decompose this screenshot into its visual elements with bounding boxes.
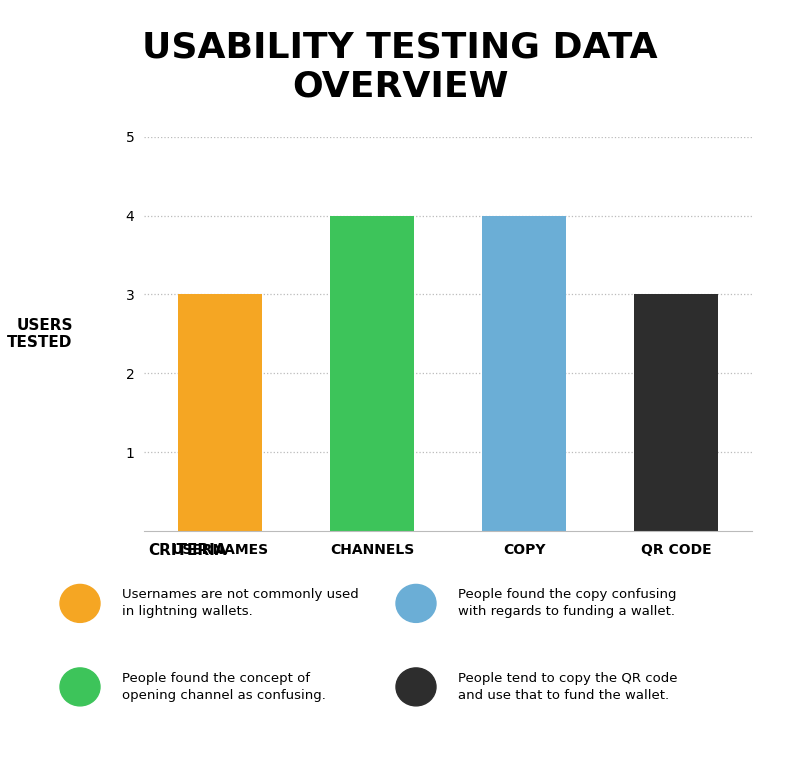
Text: CRITERIA: CRITERIA bbox=[148, 543, 226, 558]
Text: USABILITY TESTING DATA
OVERVIEW: USABILITY TESTING DATA OVERVIEW bbox=[142, 30, 658, 104]
Bar bbox=[482, 216, 566, 531]
Bar bbox=[634, 294, 718, 531]
Text: People found the concept of
opening channel as confusing.: People found the concept of opening chan… bbox=[122, 672, 326, 702]
Y-axis label: USERS
TESTED: USERS TESTED bbox=[7, 318, 73, 350]
Text: People found the copy confusing
with regards to funding a wallet.: People found the copy confusing with reg… bbox=[458, 588, 676, 619]
Bar bbox=[330, 216, 414, 531]
Bar bbox=[178, 294, 262, 531]
Text: Usernames are not commonly used
in lightning wallets.: Usernames are not commonly used in light… bbox=[122, 588, 358, 619]
Text: People tend to copy the QR code
and use that to fund the wallet.: People tend to copy the QR code and use … bbox=[458, 672, 677, 702]
